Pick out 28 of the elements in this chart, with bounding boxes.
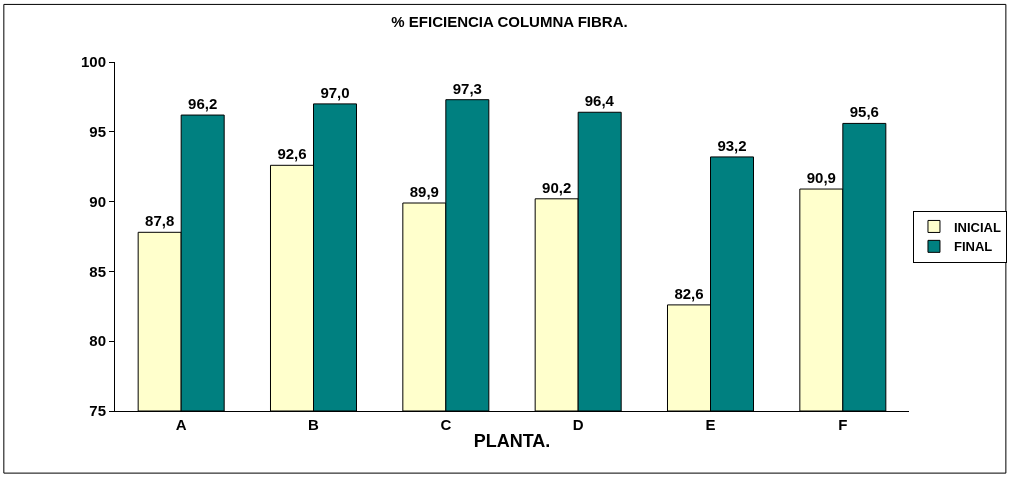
y-tick-label: 80 [89,332,106,350]
data-label: 96,4 [584,92,615,110]
chart-title: % EFICIENCIA COLUMNA FIBRA. [391,13,628,31]
y-tick-label: 75 [89,402,106,420]
y-tick-label: 85 [89,262,106,280]
x-tick-label: C [440,416,452,433]
x-tick-label: B [308,416,320,433]
y-tick-label: 100 [80,53,106,71]
legend-label: FINAL [953,239,993,255]
data-label: 90,2 [542,178,572,196]
data-label: 89,9 [409,183,439,200]
data-label: 96,2 [188,95,218,113]
data-label: 97,3 [452,79,482,97]
x-tick-label: D [572,416,584,433]
data-label: 93,2 [717,136,747,154]
data-label: 95,6 [849,103,879,121]
x-axis-title: PLANTA. [473,431,551,452]
legend-label: INICIAL [953,219,1001,235]
y-tick-label: 90 [89,192,106,210]
x-tick-label: F [838,416,848,433]
data-label: 82,6 [674,284,704,302]
x-tick-label: E [705,416,716,433]
data-label: 92,6 [277,145,307,163]
y-tick-label: 95 [89,123,106,141]
data-label: 90,9 [806,169,836,187]
x-tick-label: A [175,416,187,433]
data-label: 97,0 [320,83,350,101]
data-label: 87,8 [145,212,175,230]
